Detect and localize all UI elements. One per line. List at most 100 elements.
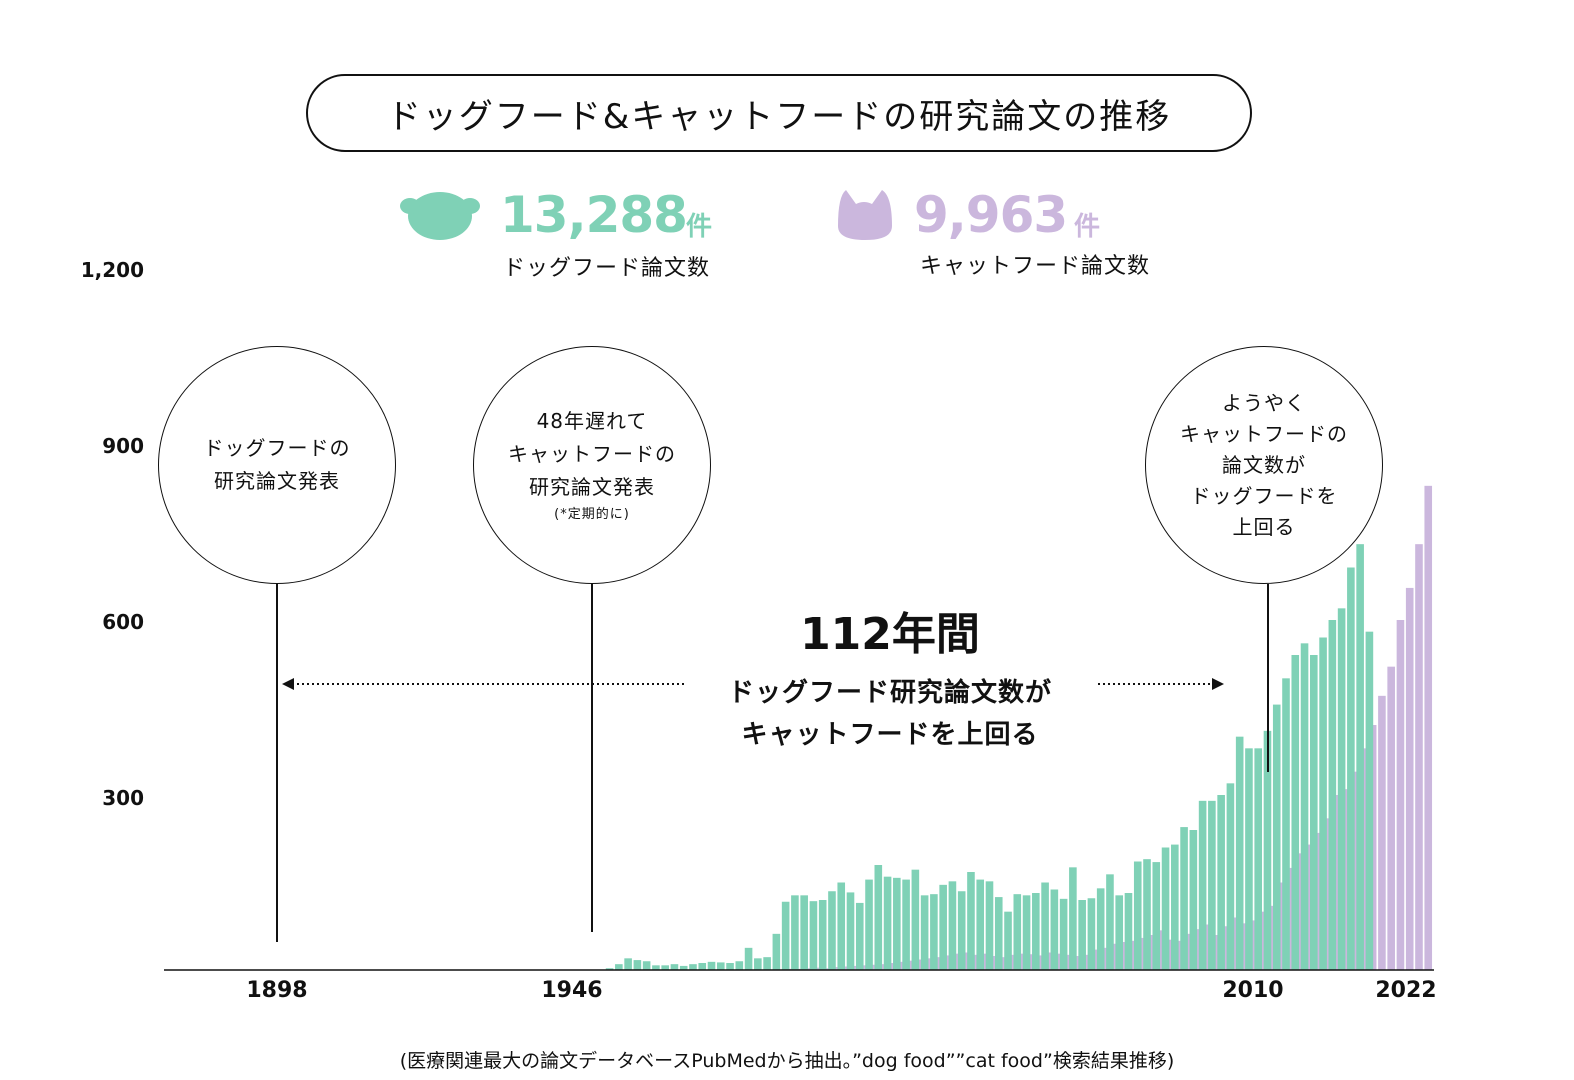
- bar-dog-1950: [754, 958, 762, 970]
- annotation-text: キャットフードの: [508, 441, 676, 466]
- bar-dog-1976: [994, 897, 1003, 970]
- annotation-text: 上回る: [1232, 514, 1296, 539]
- bar-dog-1941: [670, 964, 679, 970]
- span-text-line1: ドッグフード研究論文数が: [727, 678, 1052, 708]
- annotation-circle-dog-first: ドッグフードの 研究論文発表: [158, 346, 396, 584]
- bar-dog-2003: [1245, 748, 1253, 970]
- annotation-text: 48年遅れて: [536, 408, 648, 433]
- chart-title: ドッグフード&キャットフードの研究論文の推移: [306, 74, 1252, 152]
- bar-dog-1967: [911, 869, 920, 970]
- bar-dog-1978: [1013, 894, 1022, 970]
- bar-dog-1970: [939, 884, 947, 970]
- y-tick-900: 900: [102, 434, 144, 458]
- bar-dog-2014: [1347, 567, 1355, 970]
- bar-dog-2010: [1310, 655, 1318, 970]
- bar-dog-1961: [855, 902, 864, 970]
- x-tick-2010: 2010: [1222, 978, 1284, 1003]
- bar-dog-1956: [809, 901, 818, 970]
- bar-dog-1985: [1078, 900, 1086, 970]
- annotation-text: ドッグフードの: [203, 436, 351, 460]
- bar-dog-1963: [874, 865, 883, 970]
- bar-dog-1999: [1208, 800, 1216, 970]
- bar-dog-1983: [1059, 898, 1068, 970]
- bar-dog-1940: [661, 965, 669, 970]
- bar-dog-1968: [920, 895, 929, 970]
- bar-dog-1954: [791, 895, 799, 970]
- bar-cat-2019: [1396, 620, 1405, 970]
- bar-dog-1944: [698, 963, 707, 970]
- bar-dog-1937: [633, 960, 642, 970]
- y-tick-600: 600: [102, 610, 144, 634]
- bar-dog-1991: [1133, 861, 1142, 970]
- bar-dog-1987: [1096, 888, 1105, 970]
- bar-dog-1959: [837, 882, 846, 970]
- annotation-line-1898: [276, 584, 278, 942]
- cat-count-unit: 件: [1074, 212, 1101, 242]
- bar-dog-1952: [772, 933, 781, 970]
- annotation-text: 研究論文発表: [529, 474, 655, 499]
- annotation-note: (*定期的に): [554, 506, 630, 522]
- bar-dog-2011: [1319, 637, 1327, 970]
- bar-dog-1995: [1171, 844, 1179, 970]
- cat-count: 9,963: [914, 186, 1068, 244]
- bar-cat-2020: [1405, 587, 1414, 970]
- bar-dog-1973: [967, 872, 975, 970]
- annotation-text: ドッグフードを: [1190, 483, 1338, 508]
- bar-dog-1964: [883, 876, 892, 970]
- bar-dog-2004: [1254, 748, 1263, 970]
- dog-count-label: ドッグフード論文数: [503, 256, 711, 281]
- bar-dog-1998: [1198, 800, 1207, 970]
- bar-dog-1994: [1161, 847, 1170, 970]
- bar-dog-1984: [1069, 867, 1077, 970]
- bar-dog-1960: [846, 892, 855, 970]
- bar-dog-1996: [1180, 827, 1188, 970]
- bar-dog-1988: [1106, 874, 1114, 970]
- y-tick-300: 300: [102, 786, 144, 810]
- bar-dog-1974: [976, 879, 985, 970]
- annotation-line-1946: [591, 584, 593, 932]
- bar-dog-1969: [930, 894, 938, 970]
- bar-dog-1993: [1152, 862, 1161, 970]
- span-years: 112年間: [800, 609, 980, 660]
- bar-dog-2008: [1291, 655, 1300, 970]
- annotation-text: 研究論文発表: [214, 469, 340, 493]
- bar-dog-1971: [948, 881, 957, 970]
- bar-dog-1966: [902, 879, 910, 970]
- bar-cat-2017: [1378, 695, 1386, 970]
- bar-dog-2016: [1365, 631, 1374, 970]
- bar-dog-2012: [1328, 620, 1337, 970]
- bar-dog-1942: [679, 965, 688, 970]
- bar-dog-1949: [744, 947, 753, 970]
- annotation-text: ようやく: [1222, 390, 1306, 415]
- bar-dog-1946: [716, 962, 725, 970]
- bar-dog-1965: [893, 877, 901, 970]
- bar-dog-2009: [1300, 643, 1309, 970]
- bar-dog-1958: [828, 891, 836, 970]
- bar-dog-2013: [1337, 608, 1346, 970]
- bar-dog-1972: [957, 891, 966, 970]
- dog-count-unit: 件: [686, 212, 713, 242]
- bar-dog-2007: [1282, 678, 1290, 970]
- x-tick-1946: 1946: [541, 978, 603, 1003]
- dog-count: 13,288: [500, 186, 688, 244]
- bar-dog-1947: [726, 963, 734, 970]
- x-tick-1898: 1898: [246, 978, 308, 1003]
- x-tick-2022: 2022: [1375, 978, 1437, 1003]
- bar-dog-1977: [1004, 911, 1012, 970]
- bar-dog-1934: [605, 968, 614, 970]
- footnote: (医療関連最大の論文データベースPubMedから抽出。”dog food””ca…: [399, 1050, 1175, 1072]
- y-tick-1200: 1,200: [80, 258, 144, 282]
- bar-dog-1953: [781, 901, 790, 970]
- cat-count-label: キャットフード論文数: [920, 254, 1151, 279]
- bar-dog-1936: [624, 958, 632, 970]
- bar-dog-1979: [1022, 895, 1031, 970]
- bar-dog-2002: [1235, 736, 1244, 970]
- annotation-circle-cat-overtakes: ようやく キャットフードの 論文数が ドッグフードを 上回る: [1145, 346, 1383, 584]
- bar-dog-1986: [1087, 898, 1096, 970]
- annotation-circle-cat-first: 48年遅れて キャットフードの 研究論文発表 (*定期的に): [473, 346, 711, 584]
- span-text-line2: キャットフードを上回る: [741, 720, 1039, 750]
- bar-dog-1938: [642, 961, 651, 970]
- bar-dog-1980: [1032, 893, 1040, 970]
- bar-dog-2015: [1356, 544, 1364, 970]
